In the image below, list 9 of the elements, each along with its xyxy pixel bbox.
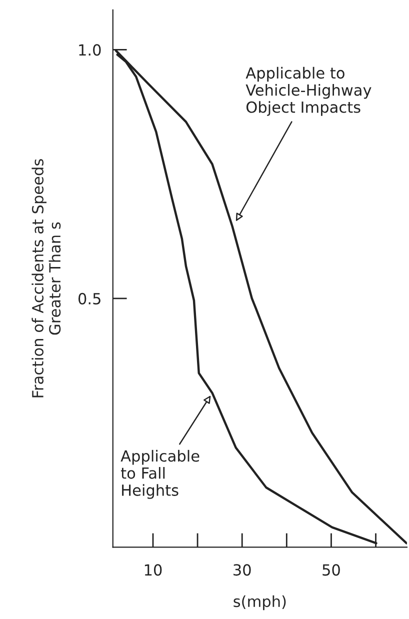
x-tick-label: 10	[144, 564, 162, 576]
annotation: Applicable to Fall Heights	[120, 450, 200, 499]
x-tick-label: 30	[234, 564, 251, 576]
y-tick-label: 0.5	[78, 292, 100, 304]
y-tick-label: 1.0	[79, 44, 101, 56]
x-axis-title: s(mph)	[234, 595, 286, 610]
annotation: Applicable to Vehicle-Highway Object Impacts	[246, 66, 372, 116]
x-tick-label: 50	[322, 564, 340, 576]
y-axis-title: Fraction of Accidents at Speeds Greater Than s	[32, 159, 61, 398]
